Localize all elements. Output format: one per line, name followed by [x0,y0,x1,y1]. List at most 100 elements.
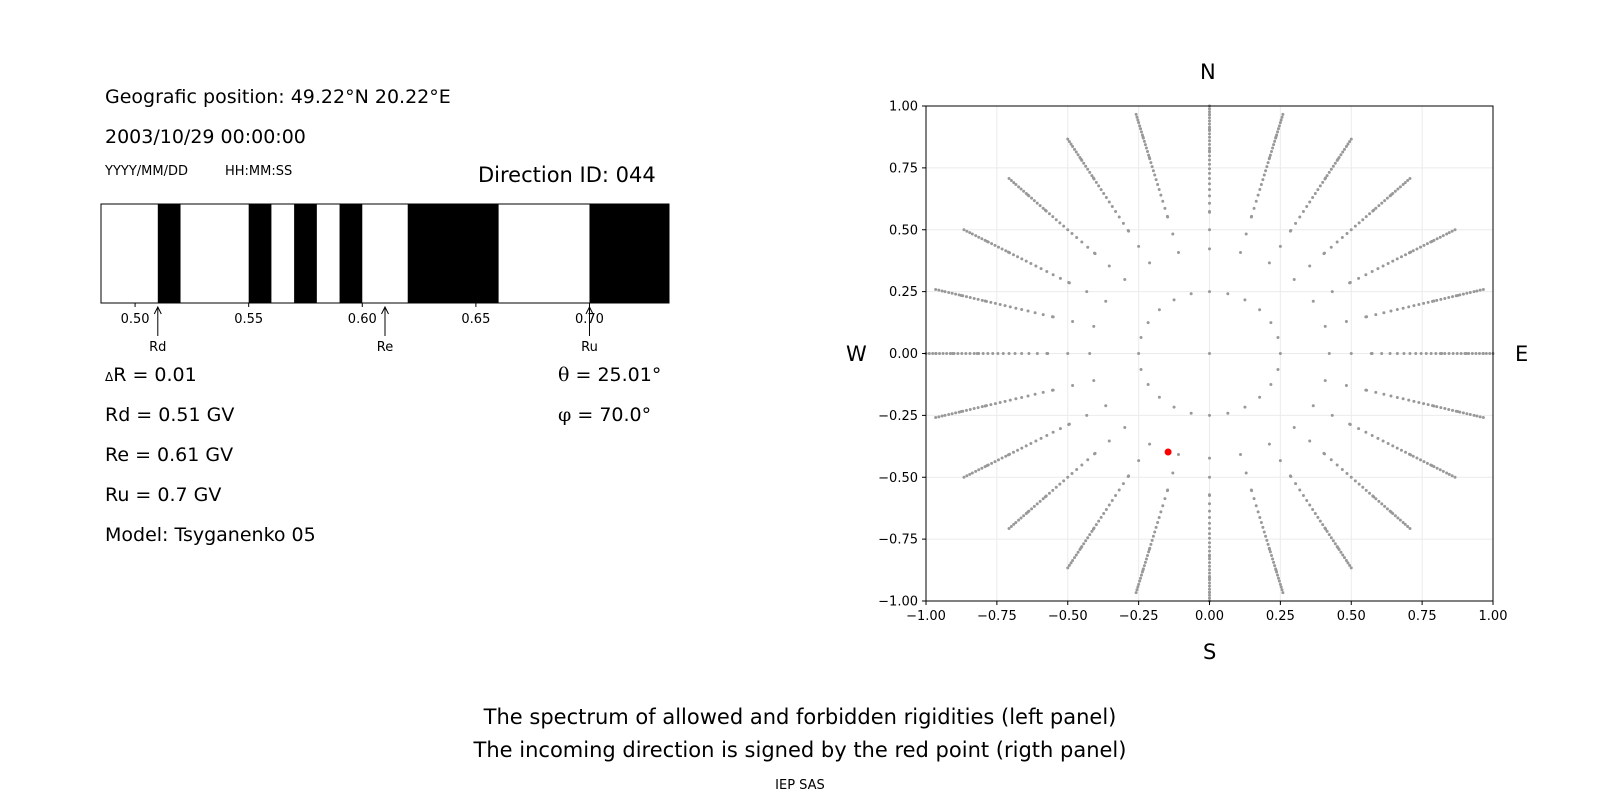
direction-grid-point [1346,142,1350,146]
direction-grid-point [1073,556,1077,560]
direction-grid-point [1323,379,1327,383]
direction-grid-point [1156,182,1160,186]
direction-grid-point [1323,177,1327,181]
direction-grid-point [1330,413,1334,417]
direction-grid-point [1371,494,1375,498]
direction-grid-point [1011,450,1015,454]
direction-grid-point [1445,471,1449,475]
direction-grid-point [1269,553,1273,557]
direction-grid-point [1009,179,1013,183]
direction-grid-point [1472,413,1476,417]
delta-symbol: Δ [105,370,114,384]
direction-grid-point [1003,304,1007,308]
compass-north: N [1200,60,1216,84]
direction-grid-point [938,352,942,355]
direction-grid-point [956,352,960,355]
direction-grid-point [1066,475,1070,479]
direction-grid-point [968,352,972,355]
direction-grid-point [1467,352,1471,355]
direction-grid-point [1408,527,1412,531]
map-y-tick-label: 1.00 [889,100,918,115]
direction-grid-point [1041,313,1045,317]
direction-grid-point [1468,413,1472,417]
direction-grid-point [1137,244,1141,248]
direction-grid-point [965,229,969,233]
direction-grid-point [1208,110,1211,114]
direction-grid-point [1045,434,1049,438]
direction-grid-point [1051,430,1055,434]
direction-grid-point [1308,200,1312,204]
direction-grid-point [1014,521,1018,525]
direction-grid-point [1398,185,1402,189]
direction-grid-point [1262,173,1266,177]
direction-grid-point [970,232,974,236]
phi-symbol: φ [558,404,572,426]
delta-r-row: ΔR = 0.01 [105,364,197,386]
map-x-tick-label: −0.75 [977,609,1017,624]
marker-label: Ru [581,340,598,355]
direction-grid-point [1273,564,1277,568]
direction-grid-point [1256,510,1260,514]
direction-grid-point [1447,231,1451,235]
direction-grid-point [1435,298,1439,302]
compass-east: E [1515,342,1529,366]
forbidden-band [339,204,363,303]
direction-grid-point [1076,153,1080,157]
direction-grid-point [1272,560,1276,564]
direction-grid-point [1329,245,1333,249]
direction-grid-point [1357,276,1361,280]
direction-grid-point [1461,411,1465,415]
direction-grid-point [1139,576,1143,580]
direction-grid-point [1344,384,1348,388]
direction-grid-point [1278,459,1282,463]
direction-grid-point [1082,161,1086,165]
direction-grid-point [1146,382,1150,386]
forbidden-band [248,204,272,303]
marker-arrowhead [381,305,389,315]
direction-grid-point [1085,290,1089,294]
spectrum-tick-label: 0.50 [121,312,150,327]
direction-grid-point [1435,466,1439,470]
direction-grid-point [1058,276,1062,280]
direction-grid-point [1301,494,1305,498]
direction-grid-point [1404,450,1408,454]
direction-grid-point [1308,439,1312,443]
direction-grid-point [1268,550,1272,554]
direction-grid-point [1429,240,1433,244]
rd-value: Rd = 0.51 GV [105,404,235,426]
theta-row: θ = 25.01° [558,364,661,386]
direction-grid-point [1321,523,1325,527]
direction-grid-point [1080,158,1084,162]
direction-grid-point [1278,244,1282,248]
direction-grid-point [1259,182,1263,186]
direction-grid-point [1014,182,1018,186]
direction-grid-point [1208,158,1211,162]
direction-grid-point [1107,503,1111,507]
direction-grid-point [1138,579,1142,583]
map-x-tick-label: −1.00 [906,609,946,624]
direction-grid-point [1136,118,1140,122]
direction-grid-point [1078,547,1082,551]
direction-grid-point [1208,561,1211,565]
marker-arrowhead [153,305,162,315]
direction-grid-point [1443,296,1447,300]
direction-grid-point [1431,404,1435,408]
direction-grid-point [1189,411,1193,415]
direction-grid-point [934,416,938,420]
direction-grid-point [1269,382,1273,386]
direction-grid-point [1208,135,1211,139]
direction-grid-point [1208,475,1211,479]
direction-grid-point [1443,352,1447,355]
direction-grid-point [1024,192,1028,196]
direction-grid-point [1051,273,1055,277]
direction-grid-point [1141,136,1145,140]
direction-grid-point [1208,201,1211,205]
direction-grid-point [1370,434,1374,438]
direction-grid-point [1265,538,1269,542]
direction-grid-point [1024,259,1028,263]
direction-grid-point [1107,264,1111,268]
direction-grid-point [977,468,981,472]
direction-grid-point [1276,130,1280,134]
direction-grid-point [1016,255,1020,259]
direction-grid-point [1135,115,1139,119]
